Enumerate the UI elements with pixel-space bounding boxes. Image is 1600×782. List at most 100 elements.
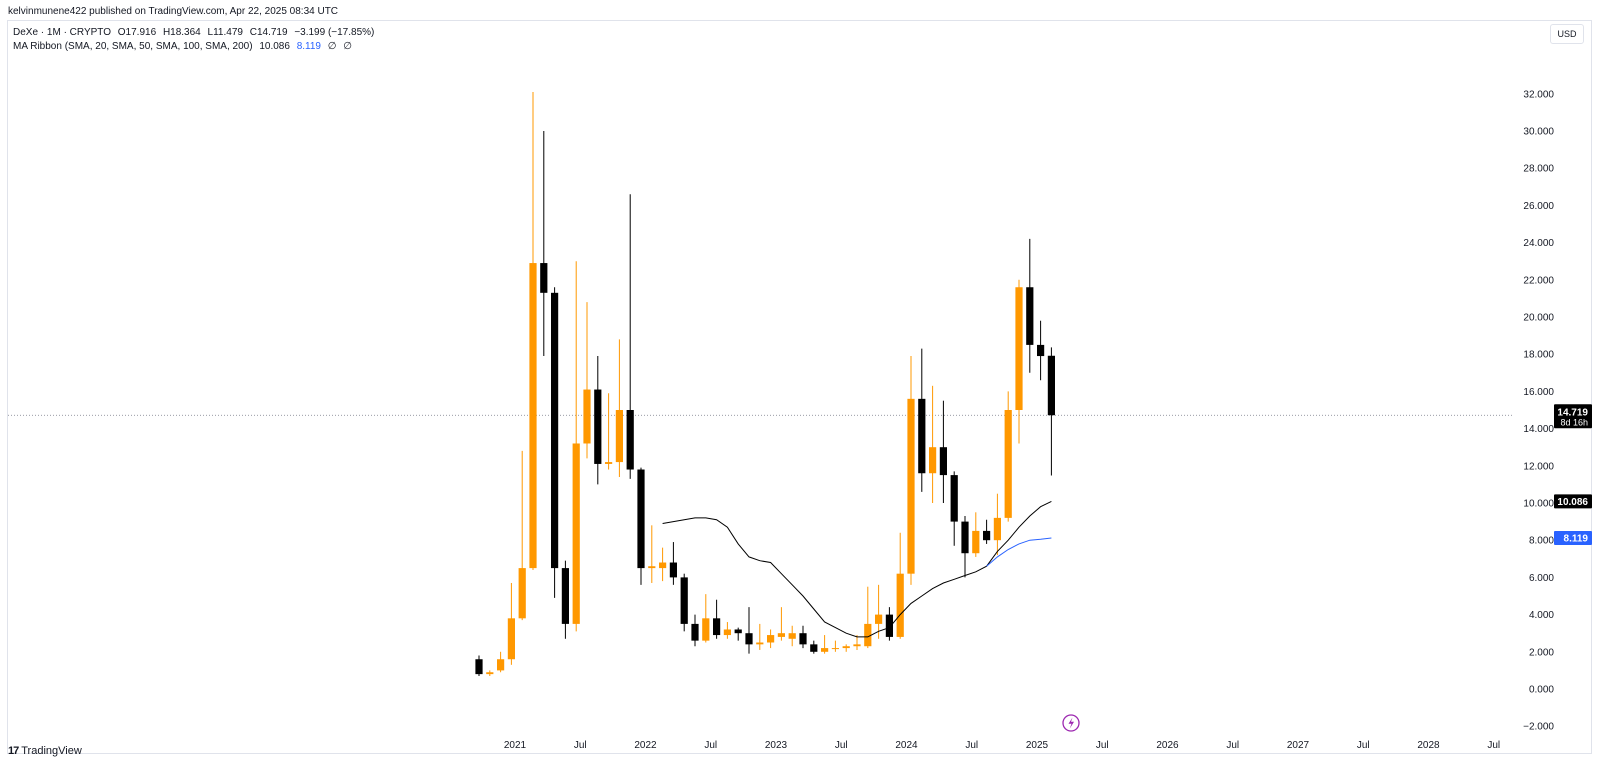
candle-body [691, 623, 699, 641]
candle-2023-10[interactable] [842, 644, 850, 652]
candle-2021-07[interactable] [551, 287, 559, 598]
candle-2022-03[interactable] [637, 467, 645, 585]
candle-2025-02[interactable] [1015, 279, 1023, 444]
y-tick-label: 0.000 [1529, 685, 1554, 696]
candle-2023-07[interactable] [810, 640, 818, 654]
candle-body [896, 573, 904, 637]
candle-body [507, 618, 515, 660]
last-price-text: 14.719 [1557, 408, 1588, 419]
candle-body [745, 633, 753, 645]
candle-2024-10[interactable] [972, 512, 980, 557]
candle-2022-06[interactable] [669, 542, 677, 585]
candle-2024-12[interactable] [993, 493, 1001, 556]
candle-2023-08[interactable] [821, 635, 829, 654]
candle-2024-07[interactable] [939, 400, 947, 503]
candle-2022-02[interactable] [626, 194, 634, 479]
candle-2021-10[interactable] [583, 302, 591, 459]
candle-2023-01[interactable] [745, 607, 753, 654]
candle-2024-03[interactable] [896, 532, 904, 639]
candle-2021-01[interactable] [486, 670, 494, 676]
candle-2025-03[interactable] [1026, 238, 1034, 373]
candle-2024-06[interactable] [929, 385, 937, 503]
candle-2024-11[interactable] [983, 519, 991, 544]
candle-2022-04[interactable] [648, 525, 656, 583]
candle-2024-09[interactable] [961, 516, 969, 578]
candle-body [864, 623, 872, 647]
candle-2021-09[interactable] [572, 261, 580, 632]
candle-2023-09[interactable] [831, 640, 839, 652]
candle-body [767, 635, 775, 643]
candle-body [551, 292, 559, 569]
candle-2022-11[interactable] [723, 622, 731, 639]
candle-2022-07[interactable] [680, 573, 688, 632]
candle-2021-02[interactable] [497, 651, 505, 673]
candle-2021-06[interactable] [540, 131, 548, 357]
candle-2021-05[interactable] [529, 91, 537, 570]
candle-2022-05[interactable] [659, 547, 667, 582]
candle-2023-04[interactable] [777, 607, 785, 641]
tradingview-logo[interactable]: 17 TradingView [8, 745, 82, 757]
candle-2023-11[interactable] [853, 635, 861, 650]
x-tick-label: Jul [574, 740, 587, 751]
x-tick-label: 2023 [765, 740, 788, 751]
candle-2021-11[interactable] [594, 356, 602, 485]
ma-ribbon-label[interactable]: MA Ribbon (SMA, 20, SMA, 50, SMA, 100, S… [13, 41, 253, 52]
symbol-label[interactable]: DeXe · 1M · CRYPTO [13, 27, 111, 38]
candle-2024-05[interactable] [918, 348, 926, 492]
candle-body [756, 642, 764, 645]
y-tick-label: 8.000 [1529, 536, 1554, 547]
x-tick-label: Jul [704, 740, 717, 751]
candle-body [1015, 287, 1023, 410]
candle-body [713, 618, 721, 636]
candle-body [961, 521, 969, 554]
candle-2022-01[interactable] [615, 339, 623, 477]
candle-body [615, 410, 623, 463]
candle-2021-08[interactable] [561, 560, 569, 639]
y-tick-label: 10.000 [1523, 499, 1554, 510]
candle-body [583, 389, 591, 444]
y-tick-label: 18.000 [1523, 350, 1554, 361]
candle-2021-03[interactable] [507, 582, 515, 665]
candle-2023-06[interactable] [799, 625, 807, 649]
candle-2021-12[interactable] [605, 393, 613, 470]
candle-2022-12[interactable] [734, 627, 742, 641]
x-tick-label: Jul [1487, 740, 1500, 751]
logo-mark: 17 [8, 745, 19, 757]
candle-2024-01[interactable] [875, 584, 883, 639]
candle-2023-05[interactable] [788, 625, 796, 647]
candle-2023-02[interactable] [756, 623, 764, 650]
y-tick-label: 2.000 [1529, 647, 1554, 658]
ma-value-text: 10.086 [1557, 497, 1588, 508]
x-tick-label: Jul [1226, 740, 1239, 751]
candle-body [1047, 355, 1055, 416]
candle-body [475, 659, 483, 675]
candle-body [659, 562, 667, 569]
ma-value-text: 8.119 [1564, 533, 1589, 544]
currency-button[interactable]: USD [1550, 24, 1584, 44]
candle-body [950, 475, 958, 522]
candle-body [853, 644, 861, 647]
candle-2022-10[interactable] [713, 599, 721, 639]
candle-2024-08[interactable] [950, 471, 958, 546]
candle-body [561, 568, 569, 624]
candle-2025-04[interactable] [1037, 320, 1045, 381]
candle-2024-04[interactable] [907, 356, 915, 585]
event-marker[interactable] [1062, 714, 1080, 732]
logo-text: TradingView [21, 745, 82, 757]
candle-body [497, 659, 505, 671]
candle-body [983, 530, 991, 541]
candle-2024-02[interactable] [885, 607, 893, 641]
candle-2022-08[interactable] [691, 614, 699, 647]
candle-2020-12[interactable] [475, 655, 483, 676]
candle-2022-09[interactable] [702, 594, 710, 643]
change-value: −3.199 (−17.85%) [294, 27, 375, 38]
candle-2021-04[interactable] [518, 450, 526, 621]
candle-2023-03[interactable] [767, 629, 775, 649]
candle-2023-12[interactable] [864, 586, 872, 649]
candle-2025-01[interactable] [1004, 391, 1012, 522]
ma-ribbon-value-2: 8.119 [296, 41, 321, 52]
candle-2025-05[interactable] [1047, 347, 1055, 476]
candle-body [939, 447, 947, 476]
